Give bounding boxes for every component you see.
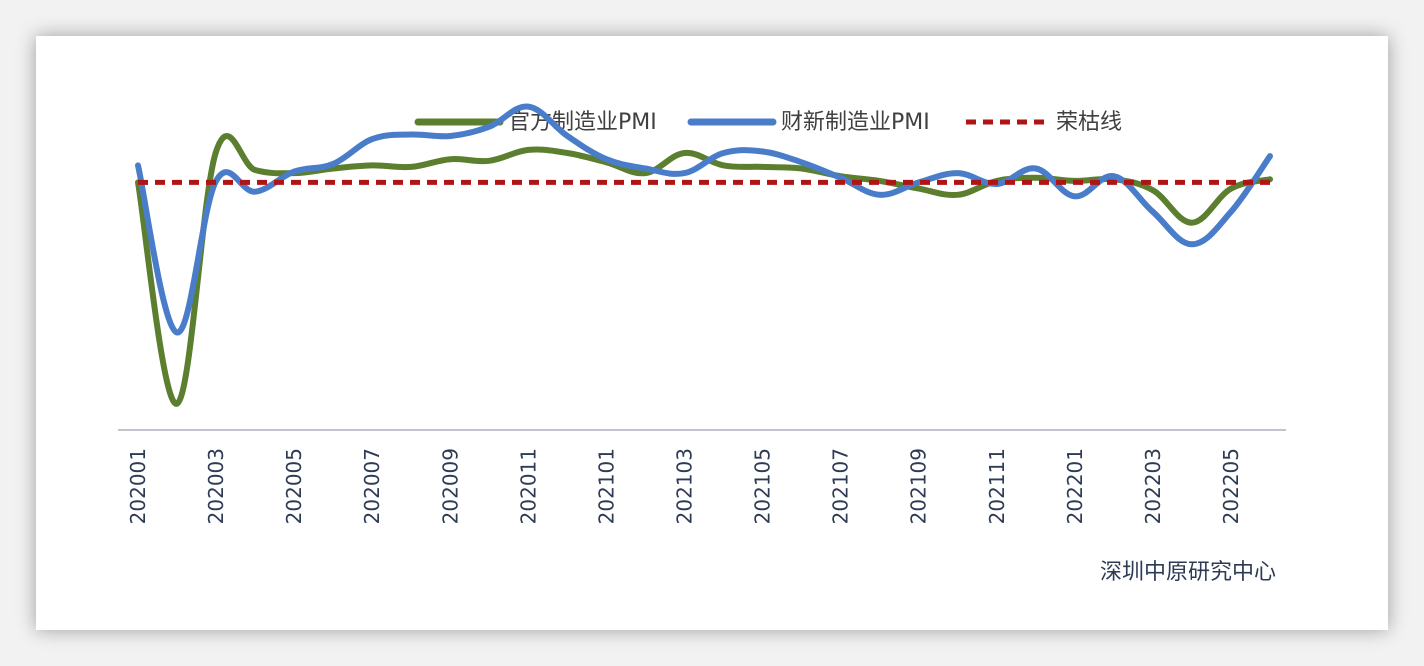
x-tick-label: 202111 [985,448,1009,524]
x-tick-label: 202011 [516,448,540,524]
x-tick-label: 202001 [126,448,150,524]
chart-card: 官方制造业PMI 财新制造业PMI 荣枯线 202001 202003 202005 20… [36,36,1388,630]
x-tick-label: 202003 [204,448,228,524]
legend-label: 财新制造业PMI [781,110,930,135]
x-tick-label: 202101 [594,448,618,524]
x-tick-label: 202109 [907,448,931,524]
x-tick-label: 202203 [1141,448,1165,524]
x-tick-label: 202107 [829,448,853,524]
x-tick-label: 202005 [282,448,306,524]
x-tick-label: 202009 [438,448,462,524]
x-tick-label: 202103 [673,448,697,524]
series-line-2 [135,103,1273,336]
x-tick-label: 202201 [1063,448,1087,524]
legend-item-2: 财新制造业PMI [687,110,930,135]
legend-item-3: 荣枯线 [966,110,1122,135]
x-tick-label: 202205 [1219,448,1243,524]
legend-item-1: 官方制造业PMI [414,110,657,135]
x-tick-labels: 202001 202003 202005 202007 202009 202011 2021… [126,448,1243,524]
x-tick-label: 202007 [360,448,384,524]
pmi-line-chart: 官方制造业PMI 财新制造业PMI 荣枯线 202001 202003 202005 20… [118,103,1286,585]
x-tick-label: 202105 [751,448,775,524]
legend-label: 荣枯线 [1056,110,1122,135]
legend-label: 官方制造业PMI [508,110,657,135]
source-label: 深圳中原研究中心 [1100,560,1276,585]
series-layer [135,103,1273,407]
legend: 官方制造业PMI 财新制造业PMI 荣枯线 [414,110,1122,135]
series-line-1 [135,133,1273,407]
